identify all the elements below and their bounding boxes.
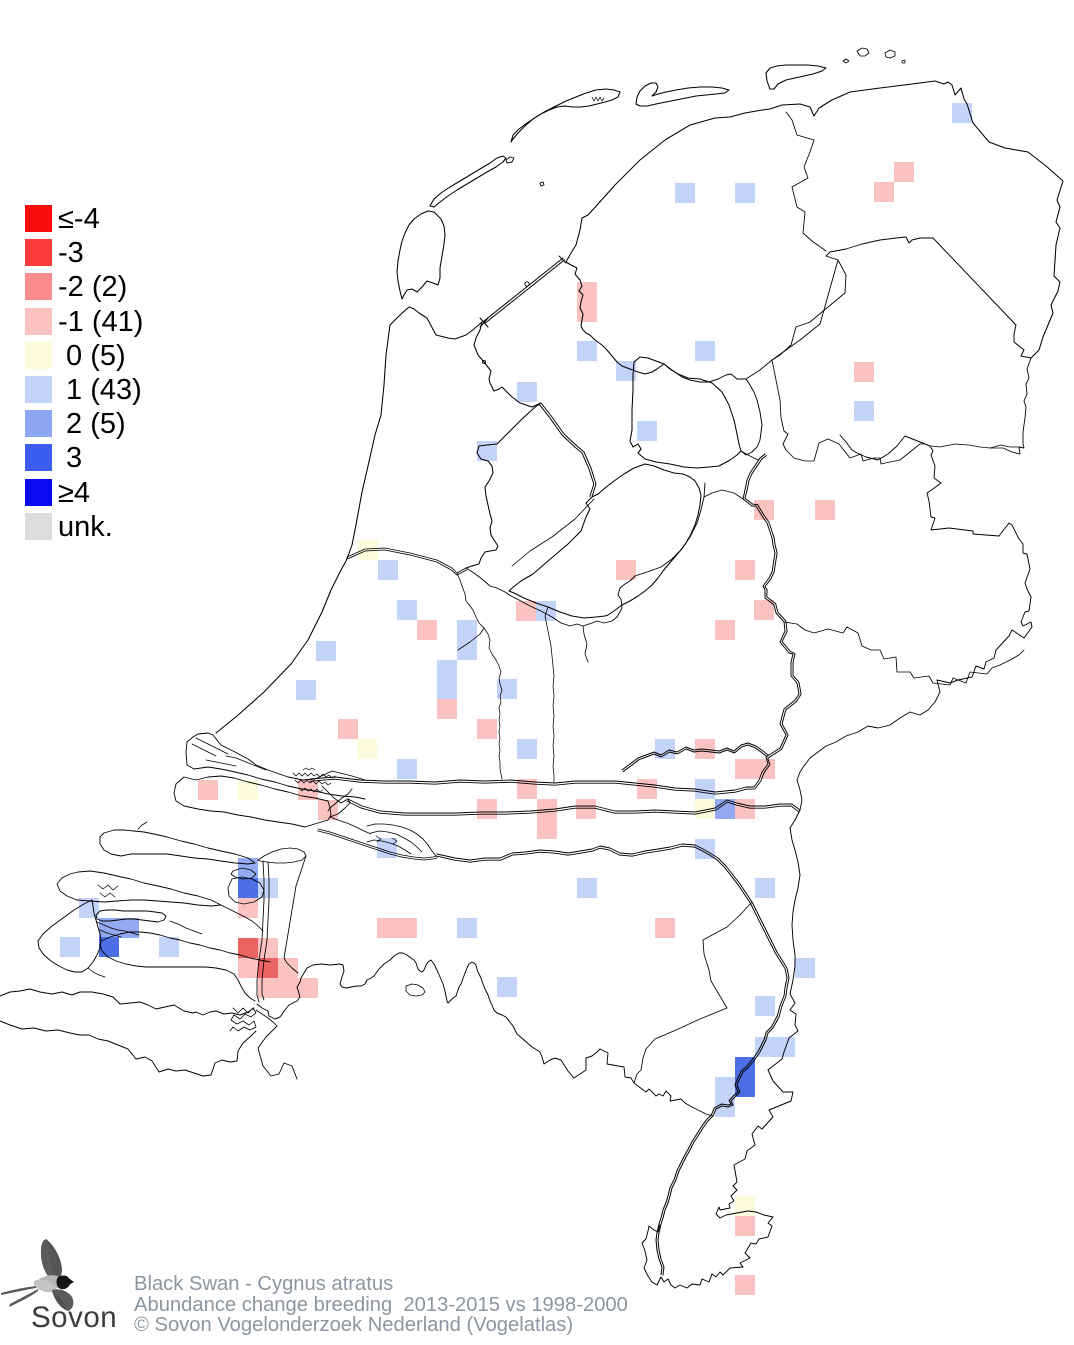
svg-text:Sovon: Sovon <box>31 1301 117 1334</box>
svg-text:2 (5): 2 (5) <box>58 408 126 440</box>
svg-text:1 (43): 1 (43) <box>58 374 142 406</box>
svg-text:0 (5): 0 (5) <box>58 340 126 372</box>
svg-text:Abundance change breeding 201: Abundance change breeding 2013-2015 vs 1… <box>134 1294 628 1316</box>
svg-text:Black Swan - Cygnus atratus: Black Swan - Cygnus atratus <box>134 1273 393 1295</box>
svg-text:3: 3 <box>58 442 82 474</box>
svg-text:≤-4: ≤-4 <box>58 203 100 235</box>
svg-text:© Sovon Vogelonderzoek Nederla: © Sovon Vogelonderzoek Nederland (Vogela… <box>134 1314 573 1336</box>
svg-text:-2 (2): -2 (2) <box>58 271 127 303</box>
svg-text:≥4: ≥4 <box>58 477 90 509</box>
svg-text:-3: -3 <box>58 237 84 269</box>
svg-text:-1 (41): -1 (41) <box>58 306 143 338</box>
svg-text:unk.: unk. <box>58 511 113 543</box>
